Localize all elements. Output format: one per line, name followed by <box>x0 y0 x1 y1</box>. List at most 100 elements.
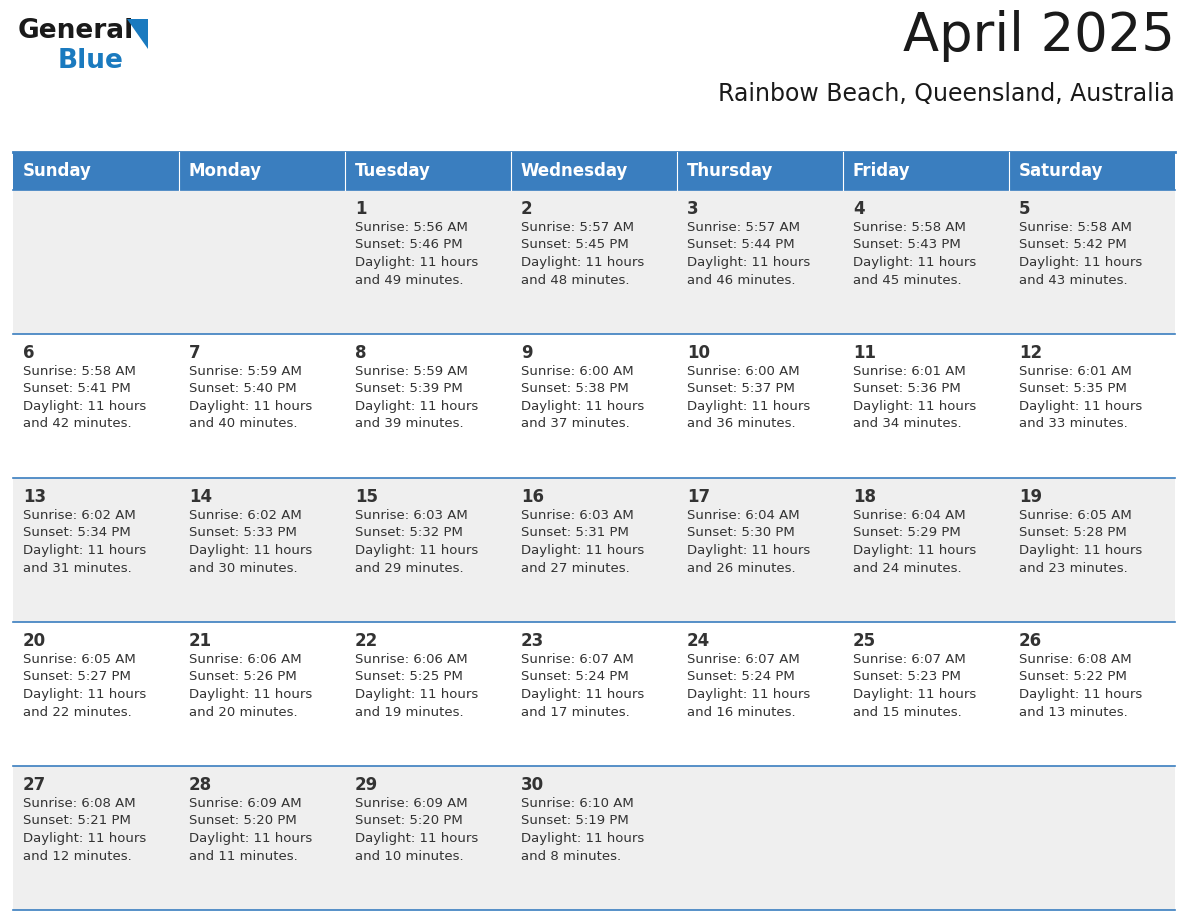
Text: Daylight: 11 hours: Daylight: 11 hours <box>189 544 312 557</box>
Text: 17: 17 <box>687 488 710 506</box>
Text: and 20 minutes.: and 20 minutes. <box>189 706 298 719</box>
Text: Sunset: 5:29 PM: Sunset: 5:29 PM <box>853 527 961 540</box>
Bar <box>345 152 511 190</box>
Text: and 46 minutes.: and 46 minutes. <box>687 274 796 286</box>
Text: and 45 minutes.: and 45 minutes. <box>853 274 961 286</box>
Text: and 29 minutes.: and 29 minutes. <box>355 562 463 575</box>
Text: 9: 9 <box>522 344 532 362</box>
Text: and 37 minutes.: and 37 minutes. <box>522 418 630 431</box>
Bar <box>13 152 179 190</box>
Text: Daylight: 11 hours: Daylight: 11 hours <box>1019 688 1142 701</box>
Text: and 49 minutes.: and 49 minutes. <box>355 274 463 286</box>
Text: Sunrise: 6:09 AM: Sunrise: 6:09 AM <box>189 797 302 810</box>
Text: Friday: Friday <box>853 162 911 180</box>
Text: Sunrise: 6:03 AM: Sunrise: 6:03 AM <box>522 509 633 522</box>
Text: 16: 16 <box>522 488 544 506</box>
Text: Daylight: 11 hours: Daylight: 11 hours <box>1019 544 1142 557</box>
Text: Daylight: 11 hours: Daylight: 11 hours <box>355 256 479 269</box>
Polygon shape <box>127 19 148 49</box>
Text: Monday: Monday <box>189 162 263 180</box>
Text: 23: 23 <box>522 632 544 650</box>
Text: 27: 27 <box>23 776 46 794</box>
Text: 5: 5 <box>1019 200 1030 218</box>
Bar <box>1009 152 1175 190</box>
Text: Daylight: 11 hours: Daylight: 11 hours <box>522 256 644 269</box>
Text: and 43 minutes.: and 43 minutes. <box>1019 274 1127 286</box>
Bar <box>13 622 1175 766</box>
Text: Sunset: 5:19 PM: Sunset: 5:19 PM <box>522 814 628 827</box>
Text: Sunrise: 6:07 AM: Sunrise: 6:07 AM <box>687 653 800 666</box>
Text: Sunset: 5:40 PM: Sunset: 5:40 PM <box>189 383 297 396</box>
Text: Sunrise: 5:58 AM: Sunrise: 5:58 AM <box>1019 221 1132 234</box>
Text: 22: 22 <box>355 632 378 650</box>
Text: Wednesday: Wednesday <box>522 162 628 180</box>
Text: Sunset: 5:22 PM: Sunset: 5:22 PM <box>1019 670 1127 684</box>
Bar <box>13 190 1175 334</box>
Text: 6: 6 <box>23 344 34 362</box>
Text: and 34 minutes.: and 34 minutes. <box>853 418 961 431</box>
Text: Sunset: 5:35 PM: Sunset: 5:35 PM <box>1019 383 1127 396</box>
Text: 30: 30 <box>522 776 544 794</box>
Text: Daylight: 11 hours: Daylight: 11 hours <box>189 832 312 845</box>
Text: Sunset: 5:25 PM: Sunset: 5:25 PM <box>355 670 463 684</box>
Text: Sunrise: 6:02 AM: Sunrise: 6:02 AM <box>189 509 302 522</box>
Text: 18: 18 <box>853 488 876 506</box>
Text: 7: 7 <box>189 344 201 362</box>
Text: 29: 29 <box>355 776 378 794</box>
Text: Daylight: 11 hours: Daylight: 11 hours <box>522 544 644 557</box>
Text: Sunset: 5:32 PM: Sunset: 5:32 PM <box>355 527 463 540</box>
Text: Daylight: 11 hours: Daylight: 11 hours <box>522 400 644 413</box>
Text: Sunset: 5:42 PM: Sunset: 5:42 PM <box>1019 239 1126 252</box>
Text: Daylight: 11 hours: Daylight: 11 hours <box>23 400 146 413</box>
Text: Sunrise: 6:04 AM: Sunrise: 6:04 AM <box>687 509 800 522</box>
Text: Sunrise: 5:59 AM: Sunrise: 5:59 AM <box>355 365 468 378</box>
Text: and 15 minutes.: and 15 minutes. <box>853 706 962 719</box>
Text: Sunrise: 6:03 AM: Sunrise: 6:03 AM <box>355 509 468 522</box>
Bar <box>13 334 1175 478</box>
Text: Sunrise: 6:06 AM: Sunrise: 6:06 AM <box>355 653 468 666</box>
Text: 11: 11 <box>853 344 876 362</box>
Text: Daylight: 11 hours: Daylight: 11 hours <box>355 544 479 557</box>
Text: Sunset: 5:33 PM: Sunset: 5:33 PM <box>189 527 297 540</box>
Text: Tuesday: Tuesday <box>355 162 431 180</box>
Text: and 26 minutes.: and 26 minutes. <box>687 562 796 575</box>
Text: Sunset: 5:23 PM: Sunset: 5:23 PM <box>853 670 961 684</box>
Text: Daylight: 11 hours: Daylight: 11 hours <box>1019 256 1142 269</box>
Bar <box>13 766 1175 910</box>
Text: and 30 minutes.: and 30 minutes. <box>189 562 298 575</box>
Text: and 48 minutes.: and 48 minutes. <box>522 274 630 286</box>
Text: Sunrise: 6:00 AM: Sunrise: 6:00 AM <box>687 365 800 378</box>
Text: Sunrise: 5:59 AM: Sunrise: 5:59 AM <box>189 365 302 378</box>
Text: Sunset: 5:21 PM: Sunset: 5:21 PM <box>23 814 131 827</box>
Text: Sunset: 5:34 PM: Sunset: 5:34 PM <box>23 527 131 540</box>
Text: Sunset: 5:44 PM: Sunset: 5:44 PM <box>687 239 795 252</box>
Text: 4: 4 <box>853 200 865 218</box>
Text: Sunset: 5:28 PM: Sunset: 5:28 PM <box>1019 527 1126 540</box>
Text: Daylight: 11 hours: Daylight: 11 hours <box>23 544 146 557</box>
Text: Daylight: 11 hours: Daylight: 11 hours <box>853 544 977 557</box>
Text: 20: 20 <box>23 632 46 650</box>
Text: 3: 3 <box>687 200 699 218</box>
Text: and 16 minutes.: and 16 minutes. <box>687 706 796 719</box>
Text: Sunset: 5:31 PM: Sunset: 5:31 PM <box>522 527 628 540</box>
Text: Sunrise: 6:07 AM: Sunrise: 6:07 AM <box>853 653 966 666</box>
Text: and 10 minutes.: and 10 minutes. <box>355 849 463 863</box>
Text: Sunrise: 6:05 AM: Sunrise: 6:05 AM <box>1019 509 1132 522</box>
Text: Sunrise: 6:06 AM: Sunrise: 6:06 AM <box>189 653 302 666</box>
Text: 25: 25 <box>853 632 876 650</box>
Text: Sunrise: 5:58 AM: Sunrise: 5:58 AM <box>23 365 135 378</box>
Text: 15: 15 <box>355 488 378 506</box>
Text: Blue: Blue <box>58 48 124 74</box>
Text: and 27 minutes.: and 27 minutes. <box>522 562 630 575</box>
Text: 28: 28 <box>189 776 213 794</box>
Text: Daylight: 11 hours: Daylight: 11 hours <box>687 544 810 557</box>
Text: 14: 14 <box>189 488 213 506</box>
Text: Saturday: Saturday <box>1019 162 1104 180</box>
Text: 24: 24 <box>687 632 710 650</box>
Text: Daylight: 11 hours: Daylight: 11 hours <box>23 832 146 845</box>
Text: Daylight: 11 hours: Daylight: 11 hours <box>853 256 977 269</box>
Text: and 42 minutes.: and 42 minutes. <box>23 418 132 431</box>
Text: Sunset: 5:46 PM: Sunset: 5:46 PM <box>355 239 462 252</box>
Text: Sunset: 5:45 PM: Sunset: 5:45 PM <box>522 239 628 252</box>
Text: Daylight: 11 hours: Daylight: 11 hours <box>687 256 810 269</box>
